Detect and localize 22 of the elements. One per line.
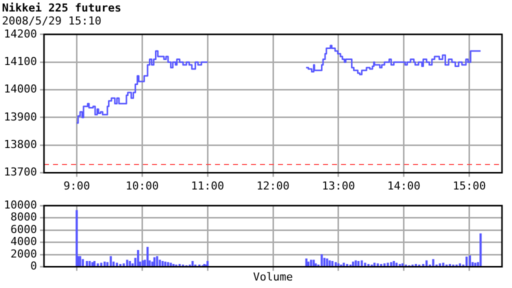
chart-subtitle: 2008/5/29 15:10 bbox=[2, 14, 102, 28]
y-tick-label: 14000 bbox=[4, 82, 37, 96]
y-tick-label: 14200 bbox=[4, 27, 37, 40]
y-tick-label: 10000 bbox=[4, 198, 37, 212]
x-tick-label: 10:00 bbox=[126, 179, 159, 192]
y-tick-label: 13700 bbox=[4, 166, 37, 179]
x-tick-label: 11:00 bbox=[191, 179, 224, 192]
x-tick-label: 13:00 bbox=[322, 179, 355, 192]
x-axis-title: Volume bbox=[253, 270, 293, 284]
y-tick-label: 2000 bbox=[10, 247, 37, 260]
y-tick-label: 4000 bbox=[10, 235, 37, 248]
y-tick-label: 6000 bbox=[10, 222, 37, 236]
y-tick-label: 0 bbox=[30, 260, 37, 273]
x-tick-label: 14:00 bbox=[387, 179, 420, 192]
y-tick-label: 14100 bbox=[4, 54, 37, 68]
y-tick-label: 13900 bbox=[4, 110, 37, 124]
y-tick-label: 8000 bbox=[10, 210, 37, 224]
x-tick-label: 12:00 bbox=[256, 179, 290, 192]
x-tick-label: 15:00 bbox=[452, 179, 486, 192]
x-tick-label: 9:00 bbox=[63, 179, 90, 192]
y-tick-label: 13800 bbox=[4, 138, 37, 151]
chart-title: Nikkei 225 futures bbox=[2, 1, 122, 14]
